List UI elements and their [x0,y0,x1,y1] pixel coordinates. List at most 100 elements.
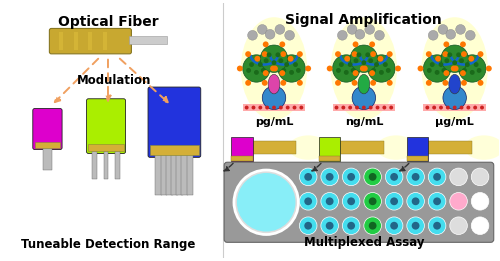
Circle shape [262,51,268,57]
Bar [104,151,108,179]
Circle shape [336,68,341,73]
Circle shape [245,80,251,86]
Circle shape [444,58,450,63]
Circle shape [335,80,341,86]
Circle shape [368,197,376,205]
Circle shape [450,217,468,234]
Circle shape [286,106,290,110]
Circle shape [300,106,304,110]
Circle shape [289,70,294,75]
FancyBboxPatch shape [33,109,62,150]
Circle shape [364,217,382,234]
Circle shape [461,80,467,86]
Circle shape [270,66,276,72]
Circle shape [275,25,284,34]
Circle shape [297,51,303,57]
Circle shape [347,25,357,34]
Circle shape [355,106,359,110]
Circle shape [426,106,430,110]
Circle shape [263,41,268,47]
Circle shape [254,70,259,75]
Circle shape [442,80,448,86]
Bar [115,151,119,179]
Bar [231,156,252,161]
Circle shape [412,197,420,205]
Circle shape [368,222,376,230]
Circle shape [448,52,452,57]
Circle shape [266,52,272,57]
Bar [407,137,428,161]
Circle shape [412,222,420,230]
Circle shape [379,70,384,75]
Text: Optical Fiber: Optical Fiber [58,15,158,29]
Bar [319,137,340,161]
Circle shape [472,217,489,234]
Circle shape [387,80,392,86]
Circle shape [237,66,242,72]
Circle shape [462,68,467,73]
Circle shape [386,193,403,210]
Circle shape [245,51,251,57]
Bar [319,156,340,161]
Bar [92,151,97,179]
Bar [186,155,194,195]
Circle shape [360,66,366,72]
Circle shape [374,62,379,67]
Circle shape [451,66,456,72]
Circle shape [438,62,444,67]
Circle shape [452,60,457,65]
Circle shape [472,168,489,186]
Circle shape [272,106,276,110]
Circle shape [280,41,285,47]
Circle shape [272,66,278,72]
Circle shape [390,197,398,205]
Circle shape [368,58,373,63]
Bar [88,32,92,50]
Circle shape [407,168,424,186]
Bar [252,141,296,155]
Bar [43,147,52,170]
Circle shape [300,168,317,186]
Circle shape [347,197,355,205]
Circle shape [347,173,355,181]
Circle shape [378,56,384,62]
Bar [171,155,178,195]
Circle shape [342,106,345,110]
Circle shape [350,45,378,72]
Circle shape [352,86,376,110]
Circle shape [261,68,266,73]
Circle shape [439,106,443,110]
Text: Multiplexed Assay: Multiplexed Assay [304,236,424,249]
Circle shape [442,51,448,57]
Circle shape [264,58,268,63]
Ellipse shape [358,74,370,94]
Circle shape [249,62,254,67]
Circle shape [389,106,393,110]
Circle shape [344,56,350,62]
Circle shape [326,222,334,230]
Circle shape [297,80,303,86]
Circle shape [461,51,467,57]
Circle shape [362,106,366,110]
Circle shape [334,106,338,110]
Circle shape [446,106,450,110]
Bar [130,36,166,44]
Circle shape [350,68,356,73]
Circle shape [418,66,424,72]
Circle shape [263,70,268,76]
Circle shape [376,106,380,110]
Ellipse shape [422,17,488,120]
Bar [34,142,60,147]
Bar [156,155,162,195]
Circle shape [248,30,258,40]
Circle shape [362,66,368,72]
Circle shape [242,55,270,82]
Text: Signal Amplification: Signal Amplification [286,13,442,27]
FancyBboxPatch shape [148,87,201,157]
Circle shape [458,55,486,82]
Ellipse shape [464,135,500,160]
Circle shape [352,41,358,47]
Circle shape [478,80,484,86]
Circle shape [342,217,360,234]
Circle shape [300,193,317,210]
